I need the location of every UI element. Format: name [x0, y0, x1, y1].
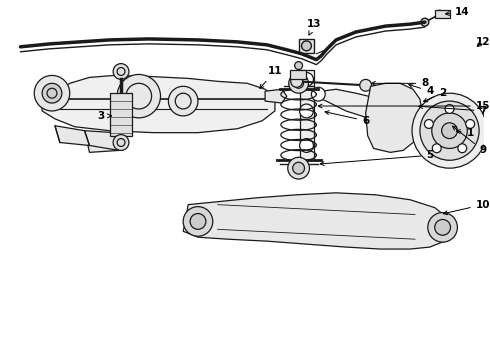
- Text: 4: 4: [409, 84, 434, 96]
- Circle shape: [294, 78, 303, 88]
- Polygon shape: [298, 39, 315, 53]
- Circle shape: [432, 144, 441, 153]
- Circle shape: [435, 220, 450, 235]
- Text: 5: 5: [320, 150, 434, 166]
- Text: 14: 14: [445, 7, 469, 17]
- Circle shape: [183, 207, 213, 236]
- Circle shape: [169, 86, 198, 116]
- Text: 11: 11: [260, 67, 282, 88]
- Circle shape: [113, 135, 129, 150]
- Text: 6: 6: [325, 111, 369, 126]
- Circle shape: [436, 10, 443, 18]
- Text: 7: 7: [419, 105, 487, 116]
- Circle shape: [458, 144, 466, 153]
- Circle shape: [360, 80, 371, 91]
- Circle shape: [412, 93, 487, 168]
- Circle shape: [299, 139, 314, 152]
- Circle shape: [288, 157, 310, 179]
- Circle shape: [301, 41, 312, 51]
- Circle shape: [403, 112, 415, 124]
- Circle shape: [117, 75, 161, 118]
- Polygon shape: [435, 10, 449, 18]
- Circle shape: [42, 83, 62, 103]
- Polygon shape: [299, 69, 315, 160]
- Circle shape: [299, 72, 314, 86]
- Text: 15: 15: [318, 101, 490, 111]
- Circle shape: [420, 101, 479, 160]
- Text: 13: 13: [307, 19, 321, 35]
- Circle shape: [291, 76, 302, 87]
- Circle shape: [421, 18, 429, 26]
- Circle shape: [34, 76, 70, 111]
- Text: 2: 2: [423, 88, 446, 102]
- Polygon shape: [407, 113, 449, 135]
- Polygon shape: [183, 193, 452, 249]
- Text: 8: 8: [371, 78, 428, 88]
- Circle shape: [293, 162, 304, 174]
- Circle shape: [441, 123, 458, 139]
- Text: 10: 10: [443, 200, 490, 215]
- Circle shape: [466, 120, 475, 129]
- Polygon shape: [366, 83, 423, 152]
- Circle shape: [432, 113, 467, 148]
- Circle shape: [299, 104, 314, 118]
- Circle shape: [289, 73, 309, 93]
- Text: 12: 12: [476, 37, 490, 47]
- Circle shape: [113, 64, 129, 80]
- Polygon shape: [110, 93, 132, 136]
- Polygon shape: [55, 126, 90, 145]
- Polygon shape: [315, 89, 415, 121]
- Circle shape: [190, 213, 206, 229]
- Circle shape: [424, 120, 433, 129]
- Circle shape: [445, 104, 454, 113]
- Text: 3: 3: [98, 111, 111, 121]
- Text: 1: 1: [456, 128, 474, 138]
- Polygon shape: [265, 89, 287, 103]
- Circle shape: [404, 107, 418, 121]
- Polygon shape: [42, 76, 275, 132]
- Circle shape: [312, 87, 325, 101]
- Polygon shape: [290, 69, 306, 80]
- Circle shape: [441, 121, 452, 132]
- Circle shape: [294, 62, 302, 69]
- Circle shape: [428, 212, 458, 242]
- Polygon shape: [85, 131, 119, 152]
- Text: 9: 9: [453, 126, 487, 156]
